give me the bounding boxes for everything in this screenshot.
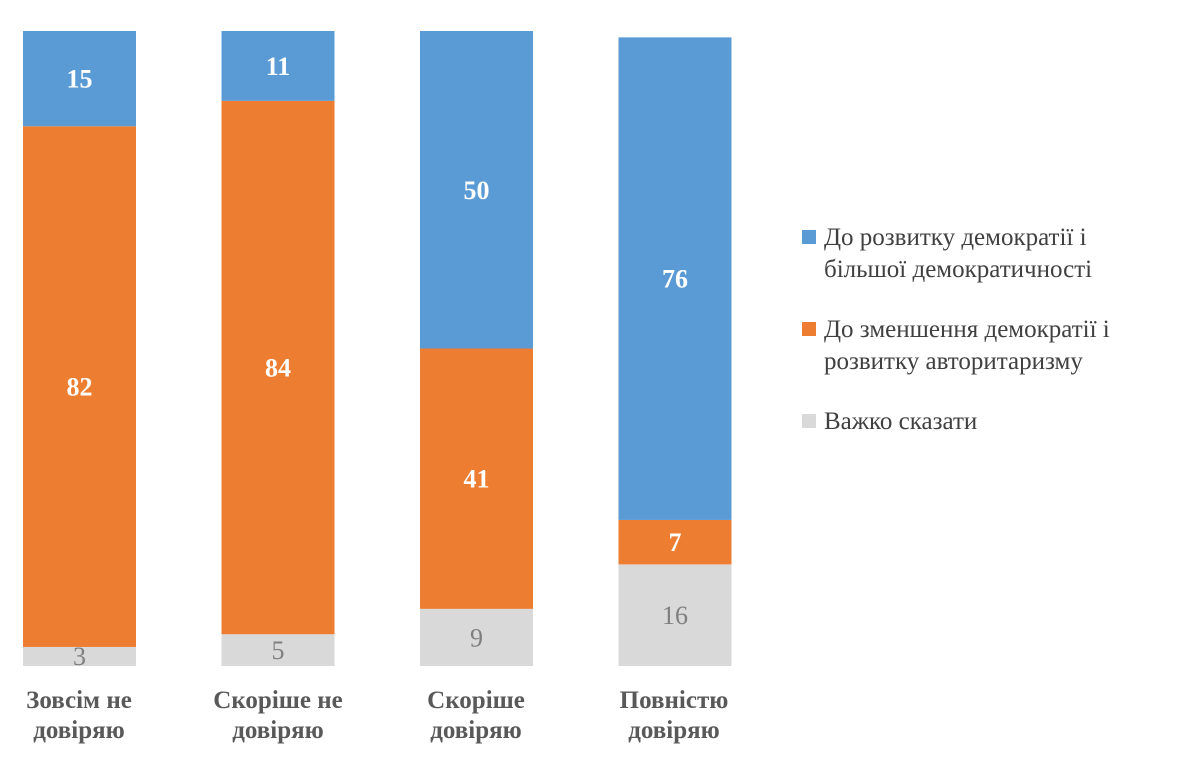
legend-label-authoritarianism-line1: До зменшення демократії і — [824, 316, 1110, 343]
bar-segment-2-0 — [420, 608, 533, 666]
data-label-3-1: 7 — [669, 528, 682, 557]
bar-segment-0-2 — [23, 31, 136, 127]
category-label-1: Скоріше не довіряю — [178, 686, 378, 746]
bar-segment-1-1 — [221, 100, 335, 635]
legend-label-democracy-line2: більшої демократичності — [824, 256, 1093, 283]
category-label-3-line2: довіряю — [628, 717, 720, 744]
category-label-0: Зовсім не довіряю — [0, 686, 179, 746]
data-label-0-2: 15 — [67, 65, 93, 94]
data-label-2-2: 50 — [464, 176, 490, 205]
bar-segment-3-1 — [618, 519, 732, 565]
data-label-1-1: 84 — [265, 354, 291, 383]
data-label-2-0: 9 — [470, 623, 483, 652]
stacked-bar-chart: 3 82 15 5 84 11 9 41 50 16 7 76 — [23, 31, 732, 671]
bar-segment-2-2 — [420, 31, 533, 349]
bar-segment-0-1 — [23, 126, 136, 647]
category-label-2-line2: довіряю — [430, 717, 522, 744]
legend-swatch-authoritarianism — [802, 322, 816, 336]
data-label-3-2: 76 — [662, 265, 688, 294]
bar-segment-1-0 — [221, 634, 335, 666]
legend-label-hard-to-say: Важко сказати — [824, 408, 978, 435]
data-label-1-0: 5 — [272, 636, 285, 665]
category-label-2: Скоріше довіряю — [376, 686, 576, 746]
legend-item-hard-to-say: Важко сказати — [800, 406, 1170, 438]
category-label-1-line2: довіряю — [232, 717, 324, 744]
data-label-1-2: 11 — [266, 52, 291, 81]
bar-segment-3-2 — [618, 37, 732, 520]
legend-swatch-hard-to-say — [802, 414, 816, 428]
category-label-0-line2: довіряю — [33, 717, 125, 744]
legend: До розвитку демократії і більшої демокра… — [800, 222, 1170, 466]
legend-label-democracy-line1: До розвитку демократії і — [824, 224, 1087, 251]
legend-swatch-democracy — [802, 230, 816, 244]
data-label-0-0: 3 — [73, 642, 86, 671]
category-label-2-line1: Скоріше — [427, 687, 525, 714]
bar-segment-2-1 — [420, 348, 533, 609]
bar-segment-1-2 — [221, 31, 335, 101]
data-label-2-1: 41 — [464, 465, 490, 494]
category-label-1-line1: Скоріше не — [213, 687, 343, 714]
legend-label-authoritarianism-line2: розвитку авторитаризму — [824, 348, 1083, 375]
legend-item-democracy: До розвитку демократії і більшої демокра… — [800, 222, 1170, 286]
legend-item-authoritarianism: До зменшення демократії і розвитку автор… — [800, 314, 1170, 378]
category-label-0-line1: Зовсім не — [26, 687, 132, 714]
category-label-3-line1: Повністю — [619, 687, 729, 714]
category-label-3: Повністю довіряю — [574, 686, 774, 746]
bar-segment-0-0 — [23, 646, 136, 666]
data-label-3-0: 16 — [662, 601, 688, 630]
data-label-0-1: 82 — [67, 373, 93, 402]
bar-segment-3-0 — [618, 564, 732, 666]
